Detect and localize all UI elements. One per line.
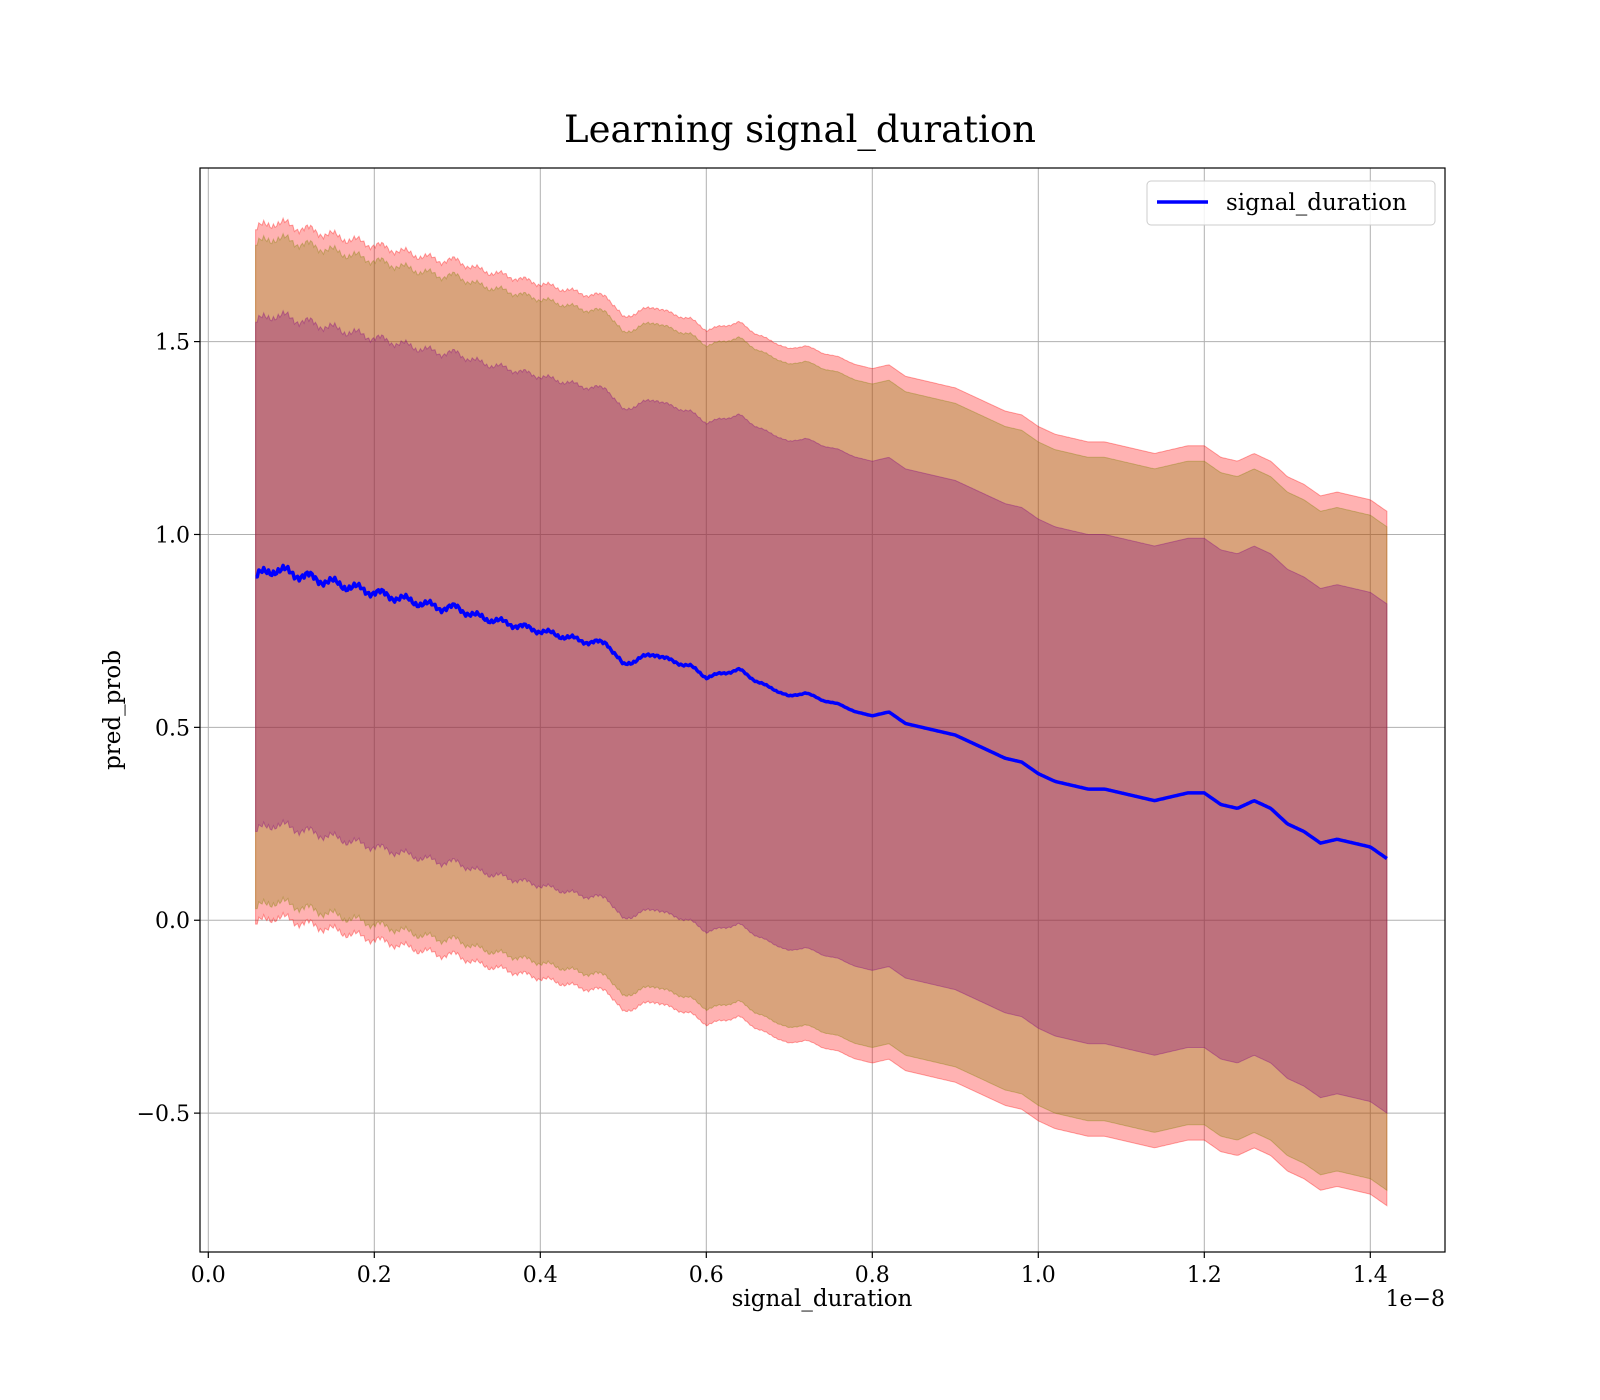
confidence-band-3 — [255, 309, 1388, 1115]
confidence-band-2 — [255, 232, 1388, 1192]
x-axis-offset-label: 1e−8 — [1386, 1287, 1445, 1312]
y-tick-label: −0.5 — [137, 1102, 190, 1127]
legend: signal_duration — [1146, 180, 1436, 226]
y-tick-label: 1.5 — [155, 331, 190, 356]
y-axis-ticks: −0.5 0.0 0.5 1.0 1.5 — [137, 331, 200, 1127]
x-tick-label: 0.6 — [689, 1263, 724, 1288]
x-axis-ticks: 0.0 0.2 0.4 0.6 0.8 1.0 1.2 1.4 — [191, 1252, 1388, 1288]
x-tick-label: 0.2 — [357, 1263, 392, 1288]
confidence-band-1 — [255, 216, 1388, 1207]
confidence-bands — [255, 216, 1388, 1207]
x-tick-label: 1.2 — [1187, 1263, 1222, 1288]
x-tick-label: 1.4 — [1353, 1263, 1388, 1288]
x-tick-label: 0.8 — [855, 1263, 890, 1288]
plot-frame — [199, 167, 1446, 1253]
y-tick-label: 1.0 — [155, 523, 190, 548]
y-tick-label: 0.5 — [155, 716, 190, 741]
chart-title: Learning signal_duration — [564, 108, 1036, 152]
legend-box — [1146, 180, 1436, 226]
y-axis-label: pred_prob — [100, 650, 126, 770]
x-tick-label: 0.4 — [523, 1263, 558, 1288]
grid — [200, 168, 1445, 1252]
series-lines — [255, 563, 1388, 860]
legend-label: signal_duration — [1226, 190, 1407, 216]
y-tick-label: 0.0 — [155, 909, 190, 934]
series-line-signal-duration — [255, 563, 1388, 860]
x-tick-label: 0.0 — [191, 1263, 226, 1288]
x-axis-label: signal_duration — [732, 1286, 913, 1312]
x-tick-label: 1.0 — [1021, 1263, 1056, 1288]
